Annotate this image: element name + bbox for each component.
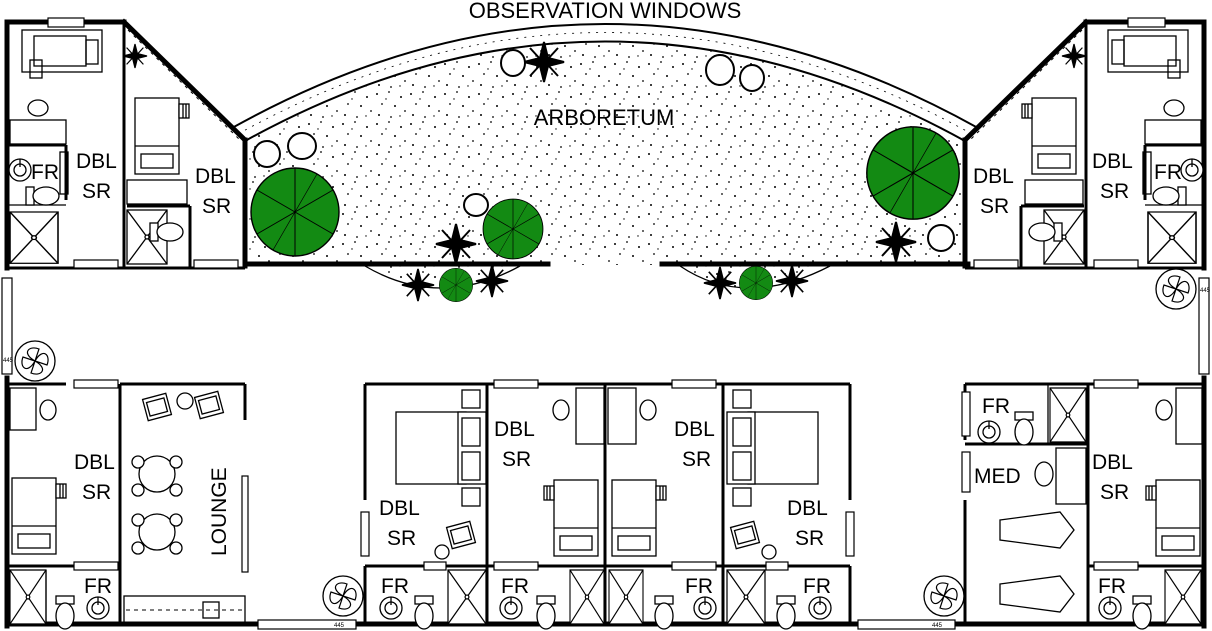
ceiling-fan-icon: [1155, 268, 1197, 310]
door-tag-right: 445: [932, 623, 943, 629]
room-bottom-left: DBL SR FR: [7, 379, 245, 630]
lounge: LOUNGE: [123, 384, 249, 625]
dbl-label: DBL: [76, 150, 117, 173]
room-top-right-b: DBL SR: [973, 97, 1085, 269]
sr-label: SR: [202, 195, 231, 218]
door-tag-left: 445: [334, 623, 345, 629]
fr-label: FR: [84, 575, 112, 598]
room-top-right-a: FR DBL SR: [1084, 22, 1204, 269]
room-top-left-a: FR DBL SR: [7, 22, 126, 269]
fr-label: FR: [982, 395, 1010, 418]
room-bottom-center-3: DBL SR FR: [605, 379, 725, 630]
dbl-label: DBL: [494, 418, 535, 441]
sr-label: SR: [980, 195, 1009, 218]
ceiling-fan-icon: [14, 340, 56, 382]
room-bottom-center-1: DBL SR FR: [360, 382, 489, 630]
med-room: FR MED: [961, 382, 1090, 624]
tree-right: [866, 126, 960, 220]
sr-label: SR: [1100, 481, 1129, 504]
sr-label: SR: [502, 448, 531, 471]
ceiling-fan-icon: [322, 575, 364, 617]
arboretum-label: ARBORETUM: [534, 105, 675, 130]
med-label: MED: [974, 465, 1021, 488]
lounge-label: LOUNGE: [208, 467, 231, 556]
fr-label: FR: [1154, 161, 1182, 184]
dbl-label: DBL: [973, 165, 1014, 188]
dbl-label: DBL: [674, 418, 715, 441]
fr-label: FR: [685, 575, 713, 598]
room-bottom-right: DBL SR FR: [1088, 379, 1204, 630]
sr-label: SR: [682, 448, 711, 471]
room-bottom-center-4: DBL SR FR: [723, 382, 855, 630]
sr-label: SR: [82, 180, 111, 203]
dbl-label: DBL: [787, 497, 828, 520]
sr-label: SR: [1100, 180, 1129, 203]
arboretum: [122, 23, 1087, 302]
dbl-label: DBL: [1092, 451, 1133, 474]
dbl-label: DBL: [379, 497, 420, 520]
tree-left: [250, 167, 340, 257]
fr-label: FR: [381, 575, 409, 598]
room-bottom-center-2: DBL SR FR: [487, 379, 607, 630]
observation-windows-arc: [231, 23, 979, 129]
fr-label: FR: [1098, 575, 1126, 598]
dbl-label: DBL: [1092, 150, 1133, 173]
tree-center: [482, 198, 544, 260]
fr-label: FR: [31, 161, 59, 184]
svg-text:445: 445: [1200, 288, 1211, 294]
dbl-label: DBL: [195, 165, 236, 188]
svg-text:445: 445: [3, 358, 14, 364]
sr-label: SR: [795, 527, 824, 550]
fr-label: FR: [803, 575, 831, 598]
ceiling-fan-icon: [923, 575, 965, 617]
fr-label: FR: [501, 575, 529, 598]
observation-windows-label: OBSERVATION WINDOWS: [469, 0, 742, 23]
room-top-left-b: DBL SR: [126, 97, 239, 269]
dbl-label: DBL: [74, 451, 115, 474]
sr-label: SR: [82, 481, 111, 504]
sr-label: SR: [387, 527, 416, 550]
